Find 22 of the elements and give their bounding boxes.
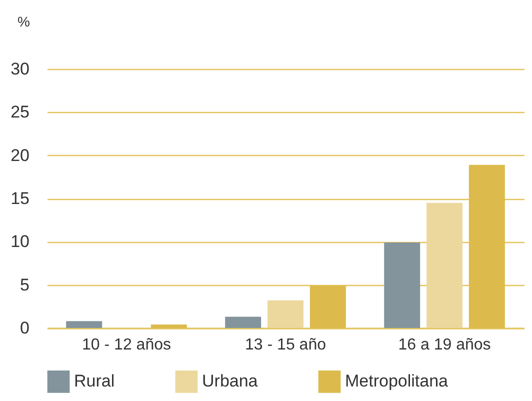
y-tick-label: 25 xyxy=(10,102,30,122)
y-tick-label: 15 xyxy=(10,189,30,208)
bar xyxy=(468,164,505,328)
x-tick-label: 13 - 15 año xyxy=(245,336,326,354)
legend-label: Urbana xyxy=(202,372,258,391)
bar xyxy=(225,316,262,328)
x-tick-label: 16 a 19 años xyxy=(398,336,491,354)
y-tick-label: 10 xyxy=(10,232,30,252)
bar xyxy=(150,324,187,328)
bar xyxy=(310,286,346,328)
y-tick-label: 5 xyxy=(20,275,30,294)
x-tick-label: 10 - 12 años xyxy=(82,336,171,354)
bar xyxy=(426,202,462,328)
y-tick-label: 30 xyxy=(10,60,30,78)
y-tick-label: 0 xyxy=(20,318,30,338)
y-axis-title: % xyxy=(18,14,30,30)
legend-label: Rural xyxy=(74,372,115,391)
bar xyxy=(384,242,420,328)
legend-label: Metropolitana xyxy=(345,372,449,391)
bar xyxy=(268,300,304,328)
bar xyxy=(66,321,102,328)
y-tick-label: 20 xyxy=(10,146,30,165)
